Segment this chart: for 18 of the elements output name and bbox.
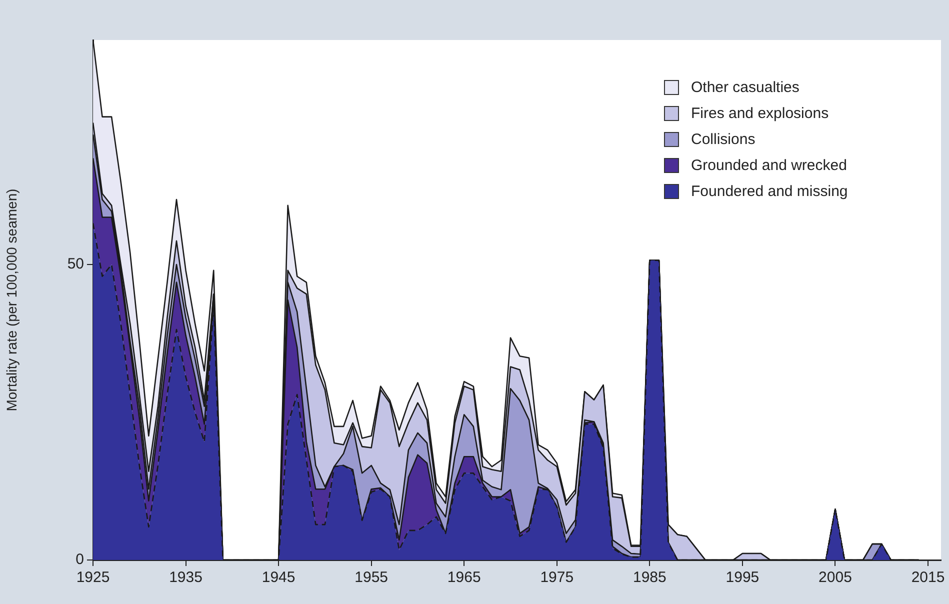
x-tick-label: 1945	[262, 569, 296, 586]
legend-label: Grounded and wrecked	[691, 156, 847, 174]
x-tick-label: 1985	[632, 569, 666, 586]
y-axis-title: Mortality rate (per 100,000 seamen)	[3, 188, 20, 412]
legend-label: Fires and explosions	[691, 104, 829, 122]
x-tick-label: 1975	[540, 569, 574, 586]
y-tick-label: 0	[76, 551, 84, 568]
x-tick-label: 1925	[76, 569, 110, 586]
y-tick-label: 50	[67, 256, 84, 273]
legend-label: Foundered and missing	[691, 182, 848, 200]
legend-label: Collisions	[691, 130, 756, 148]
x-tick-label: 1965	[447, 569, 481, 586]
x-tick-label: 1995	[726, 569, 760, 586]
x-tick-label: 2015	[911, 569, 945, 586]
x-tick-label: 1935	[169, 569, 202, 586]
x-tick-label: 2005	[818, 569, 852, 586]
legend-label: Other casualties	[691, 78, 800, 96]
x-tick-label: 1955	[354, 569, 388, 586]
